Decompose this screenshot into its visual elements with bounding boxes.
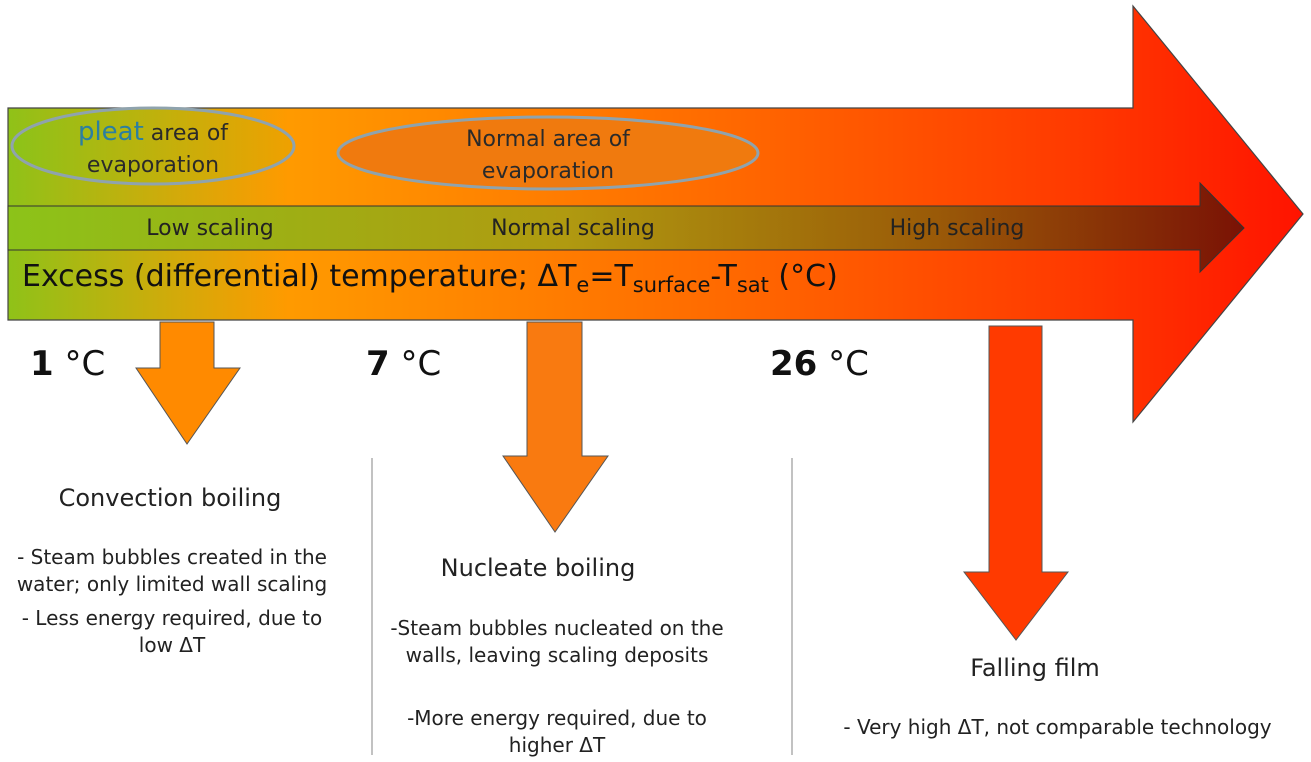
scaling-normal: Normal scaling: [491, 216, 655, 241]
down-arrow-1: [135, 321, 241, 445]
temperature-7-unit: °C: [389, 344, 442, 384]
excess-sub-sat: sat: [736, 273, 769, 297]
temperature-1-value: 1: [30, 344, 54, 384]
regime-falling-film-point-1: - Very high ΔT, not comparable technolog…: [843, 715, 1272, 739]
excess-dash: -T: [710, 259, 737, 294]
normal-area-oval: [336, 115, 760, 191]
pleat-area-label: pleat area of evaporation: [40, 116, 266, 182]
temperature-26-value: 26: [770, 344, 818, 384]
normal-area-label: Normal area of evaporation: [398, 124, 698, 188]
regime-falling-film-title: Falling film: [970, 654, 1100, 682]
excess-eq: =T: [589, 259, 633, 294]
normal-area-line2: evaporation: [481, 159, 615, 184]
regime-convection-point-2: - Less energy required, due to low ΔT: [21, 606, 323, 657]
excess-temperature-label: Excess (differential) temperature; ΔTe=T…: [22, 259, 838, 297]
down-arrow-3: [962, 325, 1070, 641]
down-arrow-2: [502, 321, 609, 533]
temperature-1: 1 °C: [30, 344, 105, 384]
scaling-high: High scaling: [889, 216, 1025, 241]
excess-unit: (°C): [768, 259, 838, 294]
temperature-7-value: 7: [366, 344, 390, 384]
regime-nucleate-point-2: -More energy required, due to higher ΔT: [407, 706, 707, 757]
normal-area-line1: Normal area of: [466, 127, 630, 152]
temperature-7: 7 °C: [366, 344, 441, 384]
excess-sub-surface: surface: [632, 273, 711, 297]
regime-nucleate-point-1: -Steam bubbles nucleated on the walls, l…: [390, 616, 724, 667]
pleat-area-oval: [10, 106, 296, 186]
pleat-area-line1: area of: [143, 121, 229, 146]
pleat-area-line2: evaporation: [86, 153, 220, 178]
temperature-26: 26 °C: [770, 344, 869, 384]
temperature-1-unit: °C: [53, 344, 106, 384]
scaling-low: Low scaling: [146, 216, 274, 241]
regime-convection-point-1: - Steam bubbles created in the water; on…: [16, 545, 328, 596]
pleat-brand: pleat: [77, 117, 144, 147]
regime-nucleate-title: Nucleate boiling: [440, 554, 636, 582]
scaling-band-arrow: [7, 181, 1245, 274]
excess-prefix: Excess (differential) temperature; ΔT: [22, 259, 577, 294]
excess-sub-e: e: [576, 273, 590, 297]
temperature-26-unit: °C: [817, 344, 869, 384]
regime-convection-title: Convection boiling: [58, 484, 282, 512]
